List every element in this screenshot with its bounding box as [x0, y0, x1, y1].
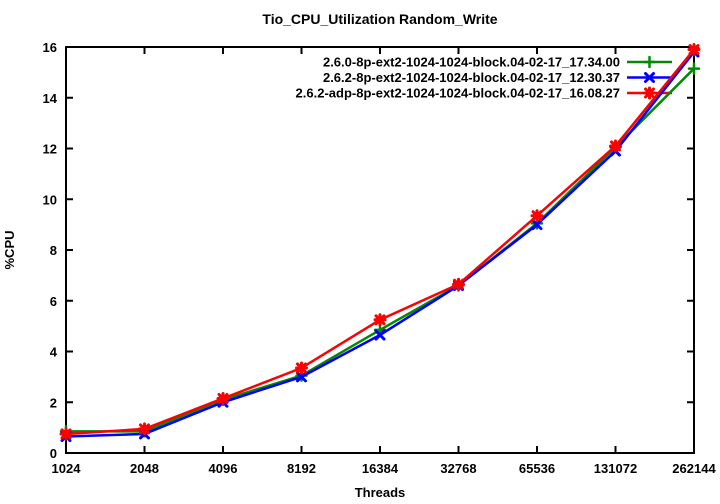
x-tick-label: 65536 [519, 461, 555, 476]
data-point-marker [452, 277, 465, 291]
y-tick-label: 16 [43, 40, 57, 55]
legend-sample-marker [643, 55, 656, 69]
data-point-marker [216, 391, 230, 405]
y-tick-label: 14 [43, 91, 58, 106]
x-tick-label: 2048 [130, 461, 159, 476]
y-tick-label: 2 [50, 395, 57, 410]
data-point-marker [374, 329, 386, 341]
data-point-marker [687, 43, 701, 57]
plot-border [65, 46, 695, 454]
x-tick-label: 32768 [440, 461, 476, 476]
legend-sample-marker [643, 86, 656, 100]
data-point-marker [609, 139, 622, 153]
x-tick-label: 1024 [52, 461, 82, 476]
data-point-marker [138, 422, 151, 436]
series-line [66, 67, 695, 433]
data-point-marker [687, 62, 701, 75]
x-tick-label: 262144 [672, 461, 716, 476]
x-tick-label: 4096 [209, 461, 238, 476]
legend-entry-label: 2.6.2-8p-ext2-1024-1024-block.04-02-17_1… [323, 70, 620, 85]
legend-entry-label: 2.6.0-8p-ext2-1024-1024-block.04-02-17_1… [323, 55, 620, 70]
x-tick-label: 16384 [362, 461, 399, 476]
y-tick-label: 10 [43, 192, 57, 207]
y-tick-label: 12 [43, 142, 57, 157]
data-point-marker [531, 219, 543, 231]
y-axis-label: %CPU [2, 230, 17, 269]
y-tick-label: 6 [50, 294, 57, 309]
x-tick-label: 8192 [287, 461, 316, 476]
x-axis-label: Threads [355, 485, 406, 500]
series-line [65, 48, 695, 436]
series-line [65, 51, 695, 438]
data-point-marker [59, 427, 73, 441]
data-point-marker [530, 209, 544, 223]
y-tick-label: 4 [50, 345, 58, 360]
legend-sample-marker [644, 72, 655, 83]
legend-entry-label: 2.6.2-adp-8p-ext2-1024-1024-block.04-02-… [296, 86, 620, 101]
data-point-marker [295, 361, 308, 375]
x-tick-label: 131072 [594, 461, 637, 476]
data-point-marker [373, 313, 387, 327]
data-point-marker [296, 371, 307, 383]
chart-title: Tio_CPU_Utilization Random_Write [262, 11, 497, 27]
y-tick-label: 8 [50, 243, 57, 258]
y-tick-label: 0 [50, 446, 57, 461]
